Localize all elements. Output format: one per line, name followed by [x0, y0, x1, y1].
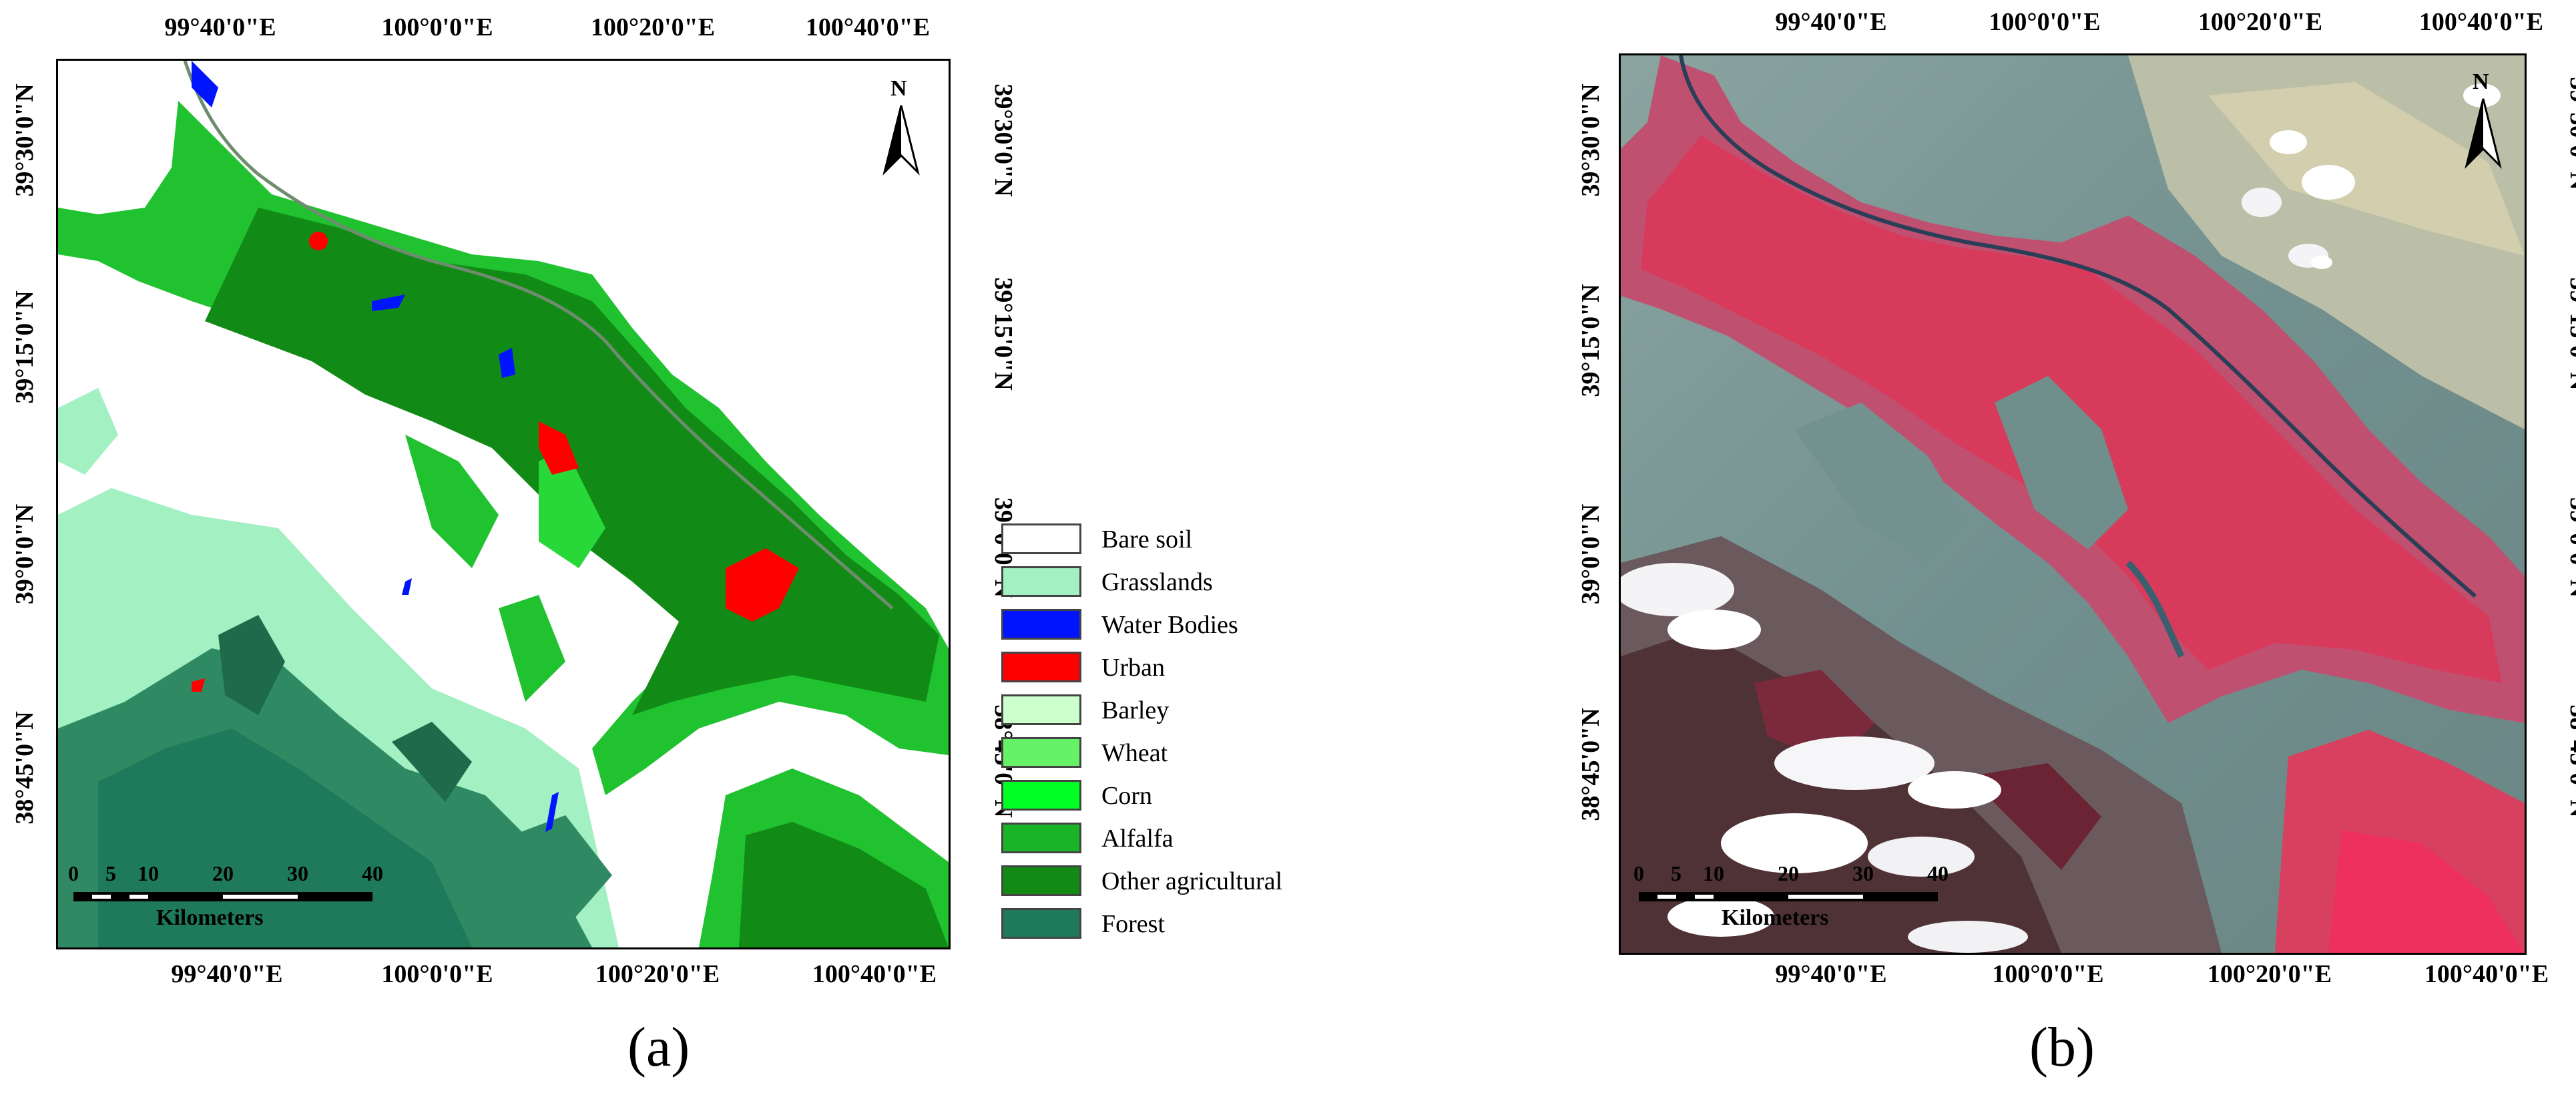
- scale-number: 40: [362, 861, 383, 885]
- legend-item: Grasslands: [1001, 564, 1375, 606]
- legend-item: Water Bodies: [1001, 606, 1375, 649]
- classification-map-graphic: [58, 61, 949, 947]
- scale-number: 10: [1703, 861, 1724, 885]
- scale-unit: Kilometers: [156, 905, 264, 930]
- legend-swatch: [1001, 566, 1081, 597]
- y-tick-left-1: 39°15'0"N: [1577, 284, 1605, 397]
- x-tick-top-3: 100°40'0"E: [805, 13, 931, 41]
- y-tick-right-0: 39°30'0"N: [2565, 77, 2576, 190]
- legend-swatch: [1001, 652, 1081, 682]
- north-label: N: [890, 76, 907, 101]
- scale-number: 20: [1778, 861, 1799, 885]
- scale-number: 20: [212, 861, 234, 885]
- scale-number: 0: [1633, 861, 1644, 885]
- x-tick-top-0: 99°40'0"E: [164, 13, 276, 41]
- y-tick-left-3: 38°45'0"N: [11, 711, 39, 825]
- scale-number: 30: [287, 861, 308, 885]
- scale-bar-graphic: [73, 892, 372, 901]
- y-tick-right-3: 38°45'0"N: [2565, 704, 2576, 818]
- satellite-image: [1619, 53, 2527, 955]
- y-tick-left-0: 39°30'0"N: [1577, 83, 1605, 197]
- y-tick-right-2: 39°0'0"N: [2565, 497, 2576, 598]
- scale-number: 0: [68, 861, 79, 885]
- x-tick-bottom-3: 100°40'0"E: [812, 960, 937, 988]
- legend-swatch: [1001, 823, 1081, 853]
- x-tick-bottom-0: 99°40'0"E: [1775, 960, 1887, 988]
- north-arrow-b: N: [2463, 69, 2503, 172]
- legend-swatch: [1001, 737, 1081, 768]
- legend-label: Forest: [1101, 910, 1165, 938]
- x-tick-top-0: 99°40'0"E: [1775, 8, 1887, 36]
- x-tick-bottom-2: 100°20'0"E: [2207, 960, 2332, 988]
- panel-label-b: (b): [2029, 1016, 2095, 1078]
- legend-label: Wheat: [1101, 739, 1168, 767]
- y-tick-left-2: 39°0'0"N: [11, 503, 39, 605]
- north-label: N: [2473, 69, 2489, 94]
- legend-item: Other agricultural: [1001, 863, 1375, 905]
- north-arrow-icon: [882, 105, 920, 176]
- scale-unit: Kilometers: [1722, 905, 1829, 930]
- y-tick-left-1: 39°15'0"N: [11, 290, 39, 404]
- legend-label: Bare soil: [1101, 525, 1193, 554]
- y-tick-right-1: 39°15'0"N: [2565, 277, 2576, 391]
- x-tick-bottom-0: 99°40'0"E: [171, 960, 283, 988]
- scale-bar-b: 0 5 10 20 30 40 Kilometers: [1633, 861, 1949, 935]
- x-tick-bottom-1: 100°0'0"E: [1992, 960, 2104, 988]
- y-tick-left-0: 39°30'0"N: [11, 83, 39, 197]
- legend-label: Barley: [1101, 696, 1170, 724]
- x-tick-top-1: 100°0'0"E: [381, 13, 493, 41]
- x-tick-top-3: 100°40'0"E: [2418, 8, 2544, 36]
- scale-number: 30: [1852, 861, 1874, 885]
- legend-label: Grasslands: [1101, 568, 1213, 596]
- legend-item: Bare soil: [1001, 521, 1375, 564]
- legend-swatch: [1001, 908, 1081, 939]
- y-tick-right-1: 39°15'0"N: [989, 277, 1017, 391]
- legend-swatch: [1001, 523, 1081, 554]
- scale-number: 40: [1927, 861, 1949, 885]
- legend: Bare soil Grasslands Water Bodies Urban Barl…: [1001, 521, 1375, 948]
- scale-number: 5: [1671, 861, 1682, 885]
- legend-swatch: [1001, 609, 1081, 640]
- y-tick-right-0: 39°30'0"N: [989, 83, 1017, 197]
- scale-number: 5: [105, 861, 116, 885]
- y-tick-left-2: 39°0'0"N: [1577, 503, 1605, 605]
- x-tick-top-2: 100°20'0"E: [590, 13, 716, 41]
- north-arrow-icon: [2465, 98, 2502, 169]
- x-tick-bottom-2: 100°20'0"E: [595, 960, 720, 988]
- x-tick-top-1: 100°0'0"E: [1989, 8, 2101, 36]
- classification-map: [56, 59, 951, 949]
- scale-number: 10: [138, 861, 159, 885]
- satellite-image-graphic: [1621, 55, 2525, 953]
- legend-item: Barley: [1001, 692, 1375, 734]
- panel-b: 99°40'0"E 100°0'0"E 100°20'0"E 100°40'0"…: [1535, 0, 2576, 1093]
- legend-item: Urban: [1001, 649, 1375, 692]
- legend-label: Alfalfa: [1101, 825, 1174, 853]
- legend-item: Alfalfa: [1001, 820, 1375, 863]
- north-arrow-a: N: [881, 76, 921, 179]
- legend-label: Corn: [1101, 782, 1152, 810]
- legend-item: Forest: [1001, 905, 1375, 948]
- scale-bar-a: 0 5 10 20 30 40 Kilometers: [68, 861, 383, 935]
- legend-item: Corn: [1001, 777, 1375, 820]
- legend-item: Wheat: [1001, 734, 1375, 777]
- legend-swatch: [1001, 694, 1081, 725]
- y-tick-left-3: 38°45'0"N: [1577, 708, 1605, 821]
- panel-a: 99°40'0"E 100°0'0"E 100°20'0"E 100°40'0"…: [11, 13, 1375, 1078]
- legend-swatch: [1001, 865, 1081, 896]
- legend-label: Other agricultural: [1101, 867, 1283, 895]
- legend-swatch: [1001, 780, 1081, 811]
- x-tick-bottom-1: 100°0'0"E: [381, 960, 493, 988]
- x-tick-bottom-3: 100°40'0"E: [2424, 960, 2549, 988]
- legend-label: Water Bodies: [1101, 611, 1238, 639]
- scale-bar-graphic: [1639, 892, 1938, 901]
- x-tick-top-2: 100°20'0"E: [2198, 8, 2323, 36]
- panel-label-a: (a): [627, 1016, 690, 1078]
- legend-label: Urban: [1101, 654, 1165, 682]
